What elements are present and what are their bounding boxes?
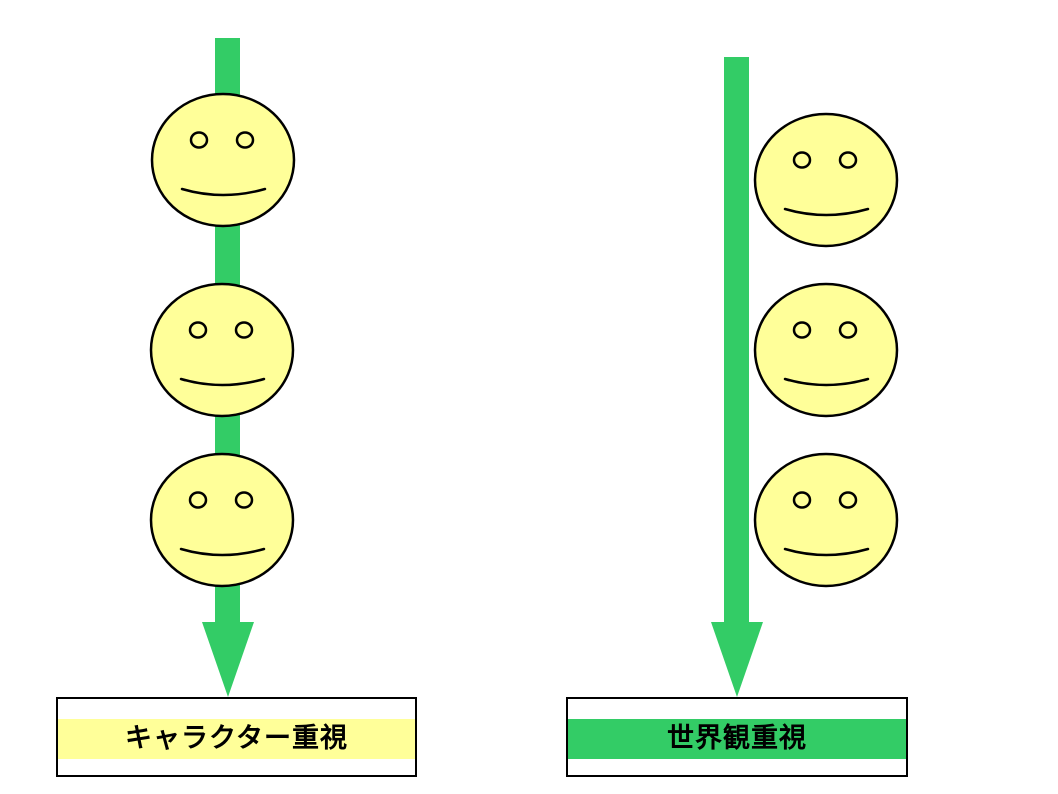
left-eye [792, 491, 812, 509]
character-focus-label-box: キャラクター重視 [56, 697, 417, 777]
face-outline [753, 452, 899, 588]
face-outline [753, 112, 899, 248]
face-outline [150, 92, 296, 228]
mouth [180, 187, 267, 197]
smiley-face-icon [753, 112, 899, 248]
face-outline [753, 282, 899, 418]
right-eye [234, 321, 254, 339]
worldview-focus-label-band [568, 719, 906, 759]
left-eye [189, 131, 209, 149]
mouth [783, 377, 870, 387]
left-eye [792, 321, 812, 339]
smiley-face-icon [150, 92, 296, 228]
face-outline [149, 452, 295, 588]
character-focus-label: キャラクター重視 [125, 723, 348, 754]
right-eye [234, 491, 254, 509]
right-faces [753, 112, 899, 588]
right-arrow-shaft [724, 57, 749, 628]
mouth [783, 547, 870, 557]
right-arrow [711, 57, 763, 697]
mouth [179, 547, 266, 557]
right-eye [838, 321, 858, 339]
mouth [783, 207, 870, 217]
smiley-face-icon [753, 282, 899, 418]
worldview-focus-label: 世界観重視 [667, 723, 807, 754]
left-eye [188, 321, 208, 339]
smiley-face-icon [753, 452, 899, 588]
left-panel [149, 38, 296, 697]
left-arrow-head [202, 622, 254, 697]
left-eye [792, 151, 812, 169]
smiley-face-icon [149, 452, 295, 588]
right-eye [235, 131, 255, 149]
right-eye [838, 151, 858, 169]
character-focus-label-band [58, 719, 415, 759]
right-eye [838, 491, 858, 509]
right-panel [711, 57, 899, 697]
face-outline [149, 282, 295, 418]
left-eye [188, 491, 208, 509]
mouth [179, 377, 266, 387]
worldview-focus-label-box: 世界観重視 [566, 697, 908, 777]
right-arrow-head [711, 622, 763, 697]
left-faces [149, 92, 296, 588]
smiley-face-icon [149, 282, 295, 418]
